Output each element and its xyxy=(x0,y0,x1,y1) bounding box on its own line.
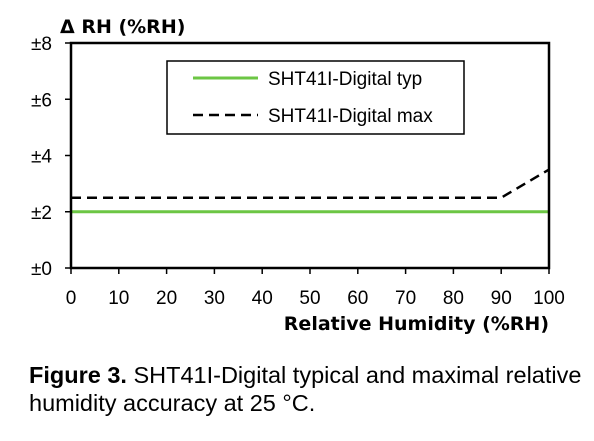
x-tick-label: 20 xyxy=(156,288,177,309)
figure-label: Figure 3. xyxy=(29,362,127,388)
x-tick-label: 90 xyxy=(491,288,512,309)
y-tick-label: ±8 xyxy=(31,34,52,55)
x-tick-label: 10 xyxy=(108,288,129,309)
x-tick-label: 60 xyxy=(347,288,368,309)
legend-label: SHT41I-Digital max xyxy=(268,106,433,127)
x-tick-label: 0 xyxy=(66,288,77,309)
y-tick-label: ±0 xyxy=(31,259,52,280)
x-tick-label: 80 xyxy=(443,288,464,309)
x-tick-label: 50 xyxy=(299,288,320,309)
series-line-max xyxy=(71,168,550,199)
x-axis-title: Relative Humidity (%RH) xyxy=(284,313,549,335)
x-tick-label: 100 xyxy=(533,288,565,309)
x-tick-label: 70 xyxy=(395,288,416,309)
chart: SHT41I-Digital typ SHT41I-Digital max Δ R… xyxy=(31,16,565,335)
y-axis-title: Δ RH (%RH) xyxy=(60,16,185,38)
legend-box xyxy=(166,60,465,135)
x-tick-label: 40 xyxy=(252,288,273,309)
figure-caption: Figure 3. SHT41I-Digital typical and max… xyxy=(29,361,589,417)
y-tick-label: ±2 xyxy=(31,203,52,224)
legend-label: SHT41I-Digital typ xyxy=(268,69,422,90)
y-tick-label: ±4 xyxy=(31,147,52,168)
x-tick-label: 30 xyxy=(204,288,225,309)
y-tick-label: ±6 xyxy=(31,90,52,111)
legend: SHT41I-Digital typ SHT41I-Digital max xyxy=(166,60,465,135)
figure-caption-text: SHT41I-Digital typical and maximal relat… xyxy=(29,362,582,416)
